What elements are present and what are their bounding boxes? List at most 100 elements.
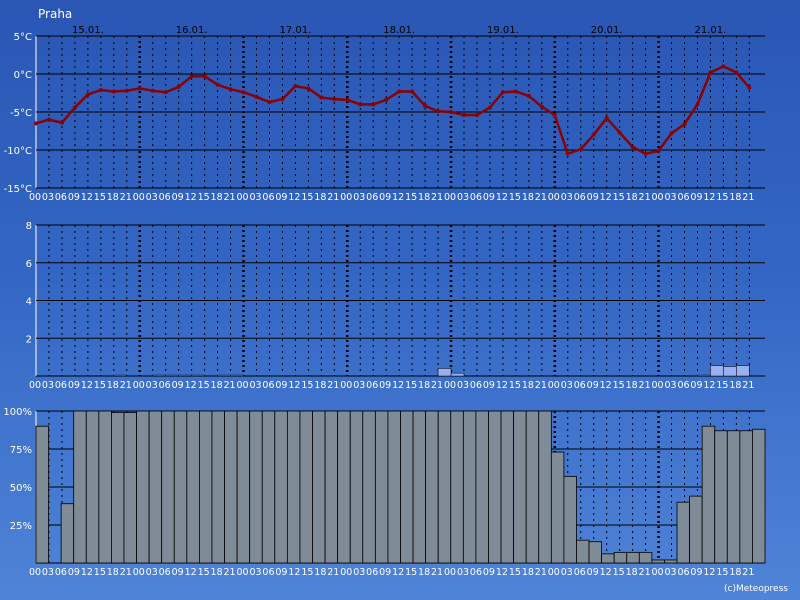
x-tick-label: 12 bbox=[185, 380, 197, 391]
day-label: 18.01. bbox=[383, 25, 415, 36]
day-label: 17.01. bbox=[279, 25, 311, 36]
cloud-bar bbox=[475, 410, 489, 564]
x-tick-label: 00 bbox=[340, 380, 352, 391]
x-tick-label: 09 bbox=[690, 192, 702, 203]
y-tick-label: 5°C bbox=[14, 32, 32, 43]
x-tick-label: 12 bbox=[496, 567, 508, 578]
cloud-bar bbox=[148, 410, 163, 564]
x-tick-label: 15 bbox=[613, 380, 625, 391]
cloud-bar bbox=[538, 410, 552, 564]
temperature-point bbox=[449, 110, 454, 114]
y-tick-label: 100% bbox=[3, 407, 32, 418]
temperature-point bbox=[59, 120, 64, 125]
x-tick-label: 15 bbox=[716, 192, 728, 203]
x-tick-label: 18 bbox=[418, 380, 430, 391]
x-tick-label: 03 bbox=[353, 380, 365, 391]
y-tick-label: -10°C bbox=[4, 146, 32, 157]
day-label: 16.01. bbox=[176, 25, 208, 36]
x-tick-label: 09 bbox=[172, 567, 184, 578]
x-tick-label: 06 bbox=[55, 192, 67, 203]
x-tick-label: 06 bbox=[574, 192, 586, 203]
x-tick-label: 00 bbox=[29, 567, 41, 578]
x-tick-label: 09 bbox=[172, 192, 184, 203]
x-tick-label: 03 bbox=[42, 380, 54, 391]
x-tick-label: 12 bbox=[392, 192, 404, 203]
x-tick-label: 15 bbox=[509, 192, 521, 203]
x-tick-label: 00 bbox=[652, 380, 664, 391]
x-tick-label: 12 bbox=[288, 567, 300, 578]
x-tick-label: 15 bbox=[94, 567, 106, 578]
temperature-point bbox=[293, 84, 298, 89]
x-tick-label: 15 bbox=[94, 192, 106, 203]
temperature-line bbox=[35, 65, 751, 156]
cloud-bar bbox=[450, 410, 464, 564]
x-tick-label: 06 bbox=[262, 380, 274, 391]
temperature-point bbox=[98, 87, 103, 92]
x-tick-label: 06 bbox=[55, 567, 67, 578]
x-tick-label: 09 bbox=[587, 192, 599, 203]
temperature-point bbox=[150, 88, 155, 93]
x-tick-label: 21 bbox=[327, 380, 339, 391]
x-tick-label: 09 bbox=[275, 192, 287, 203]
x-tick-label: 18 bbox=[211, 192, 223, 203]
temperature-point bbox=[682, 122, 687, 127]
x-tick-label: 06 bbox=[470, 380, 482, 391]
x-tick-label: 06 bbox=[262, 567, 274, 578]
cloud-bar bbox=[98, 410, 112, 564]
x-tick-label: 18 bbox=[314, 192, 326, 203]
cloud-bar bbox=[211, 410, 225, 564]
x-tick-label: 21 bbox=[224, 567, 236, 578]
x-tick-label: 03 bbox=[353, 567, 365, 578]
precip-bar bbox=[736, 365, 750, 377]
x-tick-label: 12 bbox=[288, 380, 300, 391]
day-label: 15.01. bbox=[72, 25, 104, 36]
y-tick-label: 25% bbox=[10, 521, 32, 532]
temperature-point bbox=[436, 109, 441, 114]
x-tick-label: 21 bbox=[742, 192, 754, 203]
temperature-point bbox=[124, 88, 129, 93]
precip-bar bbox=[697, 374, 711, 377]
x-tick-label: 15 bbox=[405, 567, 417, 578]
x-tick-label: 03 bbox=[457, 567, 469, 578]
day-label: 21.01. bbox=[695, 25, 727, 36]
x-tick-label: 12 bbox=[703, 567, 715, 578]
precip-bar bbox=[230, 374, 244, 377]
x-tick-label: 18 bbox=[522, 380, 534, 391]
temperature-point bbox=[630, 144, 635, 149]
cloud-bar bbox=[312, 410, 326, 564]
x-tick-label: 00 bbox=[548, 380, 560, 391]
x-tick-label: 21 bbox=[431, 380, 443, 391]
temperature-point bbox=[578, 147, 583, 152]
cloud-bar bbox=[412, 410, 427, 564]
cloud-bar bbox=[689, 495, 703, 564]
temperature-point bbox=[241, 90, 246, 95]
x-tick-label: 00 bbox=[652, 567, 664, 578]
x-tick-label: 15 bbox=[198, 192, 210, 203]
x-tick-label: 03 bbox=[664, 380, 676, 391]
cloud-bar bbox=[123, 412, 137, 564]
temperature-point bbox=[46, 117, 51, 122]
x-tick-label: 21 bbox=[120, 567, 132, 578]
precip-bar bbox=[437, 368, 452, 377]
temperature-point bbox=[721, 64, 726, 69]
x-tick-label: 18 bbox=[107, 567, 119, 578]
x-tick-label: 15 bbox=[198, 380, 210, 391]
temperature-point bbox=[513, 89, 518, 94]
temperature-point bbox=[474, 113, 479, 118]
cloud-bar bbox=[173, 410, 188, 564]
x-tick-label: 12 bbox=[392, 380, 404, 391]
x-tick-label: 15 bbox=[301, 192, 313, 203]
temperature-point bbox=[202, 74, 207, 79]
x-tick-label: 21 bbox=[639, 380, 651, 391]
temperature-point bbox=[306, 86, 311, 91]
x-tick-label: 18 bbox=[522, 192, 534, 203]
cloud-bar bbox=[186, 410, 200, 564]
temperature-point bbox=[423, 103, 428, 108]
x-tick-label: 12 bbox=[496, 192, 508, 203]
cloud-bar bbox=[739, 430, 753, 564]
x-tick-label: 06 bbox=[470, 567, 482, 578]
y-tick-label: 6 bbox=[26, 259, 32, 270]
cloud-bar bbox=[664, 559, 678, 564]
